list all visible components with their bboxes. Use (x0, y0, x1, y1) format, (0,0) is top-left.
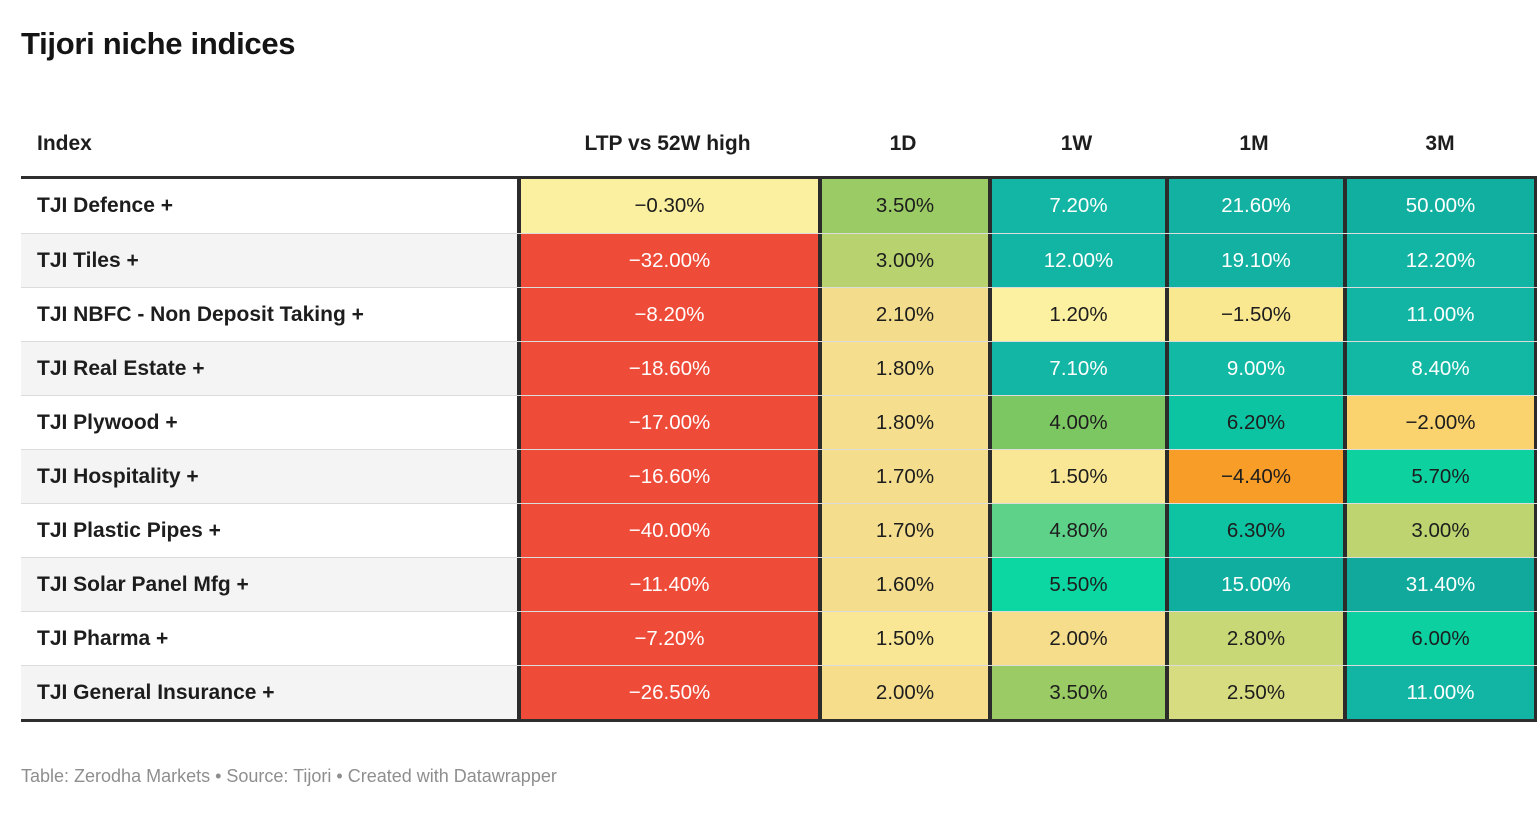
value-cell: 1.70% (818, 450, 988, 503)
value-cell: 5.50% (988, 558, 1165, 611)
value-cell: 4.80% (988, 504, 1165, 557)
value-cell: 2.00% (988, 612, 1165, 665)
column-header-ltp-vs-52w: LTP vs 52W high (584, 132, 751, 155)
value-cell: 1.60% (818, 558, 988, 611)
table-row: TJI Defence + −0.30% 3.50% 7.20% 21.60% 50.00… (21, 179, 1537, 233)
attribution-footer: Table: Zerodha Markets • Source: Tijori … (21, 766, 557, 786)
table-row: TJI General Insurance + −26.50% 2.00% 3.50%… (21, 665, 1537, 719)
index-name-cell[interactable]: TJI Tiles + (21, 234, 517, 287)
value-cell: −7.20% (517, 612, 818, 665)
value-cell: 6.20% (1165, 396, 1343, 449)
value-cell: 5.70% (1343, 450, 1537, 503)
value-cell: −18.60% (517, 342, 818, 395)
column-header-3m: 3M (1425, 132, 1455, 155)
value-cell: 2.50% (1165, 666, 1343, 719)
value-cell: 21.60% (1165, 179, 1343, 233)
value-cell: 2.00% (818, 666, 988, 719)
value-cell: −1.50% (1165, 288, 1343, 341)
value-cell: 3.50% (988, 666, 1165, 719)
value-cell: 2.10% (818, 288, 988, 341)
value-cell: −4.40% (1165, 450, 1343, 503)
index-name-cell[interactable]: TJI Defence + (21, 179, 517, 233)
value-cell: −16.60% (517, 450, 818, 503)
index-name-cell[interactable]: TJI Real Estate + (21, 342, 517, 395)
value-cell: 6.00% (1343, 612, 1537, 665)
value-cell: 11.00% (1343, 288, 1537, 341)
value-cell: 11.00% (1343, 666, 1537, 719)
value-cell: −26.50% (517, 666, 818, 719)
page-title: Tijori niche indices (21, 26, 296, 61)
value-cell: −32.00% (517, 234, 818, 287)
value-cell: 6.30% (1165, 504, 1343, 557)
index-name-cell[interactable]: TJI NBFC - Non Deposit Taking + (21, 288, 517, 341)
value-cell: −11.40% (517, 558, 818, 611)
value-cell: 1.50% (988, 450, 1165, 503)
table-row: TJI Pharma + −7.20% 1.50% 2.00% 2.80% 6.00% (21, 611, 1537, 665)
value-cell: 19.10% (1165, 234, 1343, 287)
datawrapper-table-page: Tijori niche indices Index LTP vs 52W hi… (0, 26, 1540, 787)
index-name-cell[interactable]: TJI Plastic Pipes + (21, 504, 517, 557)
value-cell: 7.10% (988, 342, 1165, 395)
value-cell: 15.00% (1165, 558, 1343, 611)
column-header-1d: 1D (889, 132, 917, 155)
value-cell: −2.00% (1343, 396, 1537, 449)
value-cell: 3.00% (818, 234, 988, 287)
value-cell: 3.50% (818, 179, 988, 233)
value-cell: −0.30% (517, 179, 818, 233)
value-cell: −8.20% (517, 288, 818, 341)
column-header-index: Index (37, 132, 92, 155)
value-cell: 2.80% (1165, 612, 1343, 665)
value-cell: 8.40% (1343, 342, 1537, 395)
value-cell: 1.80% (818, 342, 988, 395)
value-cell: 4.00% (988, 396, 1165, 449)
value-cell: 12.00% (988, 234, 1165, 287)
value-cell: 3.00% (1343, 504, 1537, 557)
table-header-row: Index LTP vs 52W high 1D 1W 1M 3M (21, 112, 1537, 176)
value-cell: −17.00% (517, 396, 818, 449)
table-body: TJI Defence + −0.30% 3.50% 7.20% 21.60% 50.00… (21, 176, 1537, 722)
value-cell: 1.80% (818, 396, 988, 449)
value-cell: 7.20% (988, 179, 1165, 233)
index-name-cell[interactable]: TJI Solar Panel Mfg + (21, 558, 517, 611)
table-row: TJI Solar Panel Mfg + −11.40% 1.60% 5.50% 15… (21, 557, 1537, 611)
value-cell: 9.00% (1165, 342, 1343, 395)
value-cell: 50.00% (1343, 179, 1537, 233)
table-row: TJI Tiles + −32.00% 3.00% 12.00% 19.10% 12.20… (21, 233, 1537, 287)
index-name-cell[interactable]: TJI Hospitality + (21, 450, 517, 503)
index-name-cell[interactable]: TJI Pharma + (21, 612, 517, 665)
table-row: TJI Hospitality + −16.60% 1.70% 1.50% −4.40%… (21, 449, 1537, 503)
value-cell: 1.70% (818, 504, 988, 557)
index-name-cell[interactable]: TJI General Insurance + (21, 666, 517, 719)
column-header-1m: 1M (1239, 132, 1269, 155)
value-cell: 1.50% (818, 612, 988, 665)
value-cell: −40.00% (517, 504, 818, 557)
table-row: TJI Plywood + −17.00% 1.80% 4.00% 6.20% −2.00… (21, 395, 1537, 449)
index-name-cell[interactable]: TJI Plywood + (21, 396, 517, 449)
value-cell: 1.20% (988, 288, 1165, 341)
table-row: TJI Plastic Pipes + −40.00% 1.70% 4.80% 6.30… (21, 503, 1537, 557)
value-cell: 12.20% (1343, 234, 1537, 287)
table-row: TJI NBFC - Non Deposit Taking + −8.20% 2.1… (21, 287, 1537, 341)
value-cell: 31.40% (1343, 558, 1537, 611)
table-row: TJI Real Estate + −18.60% 1.80% 7.10% 9.00% 8… (21, 341, 1537, 395)
column-header-1w: 1W (1060, 132, 1093, 155)
